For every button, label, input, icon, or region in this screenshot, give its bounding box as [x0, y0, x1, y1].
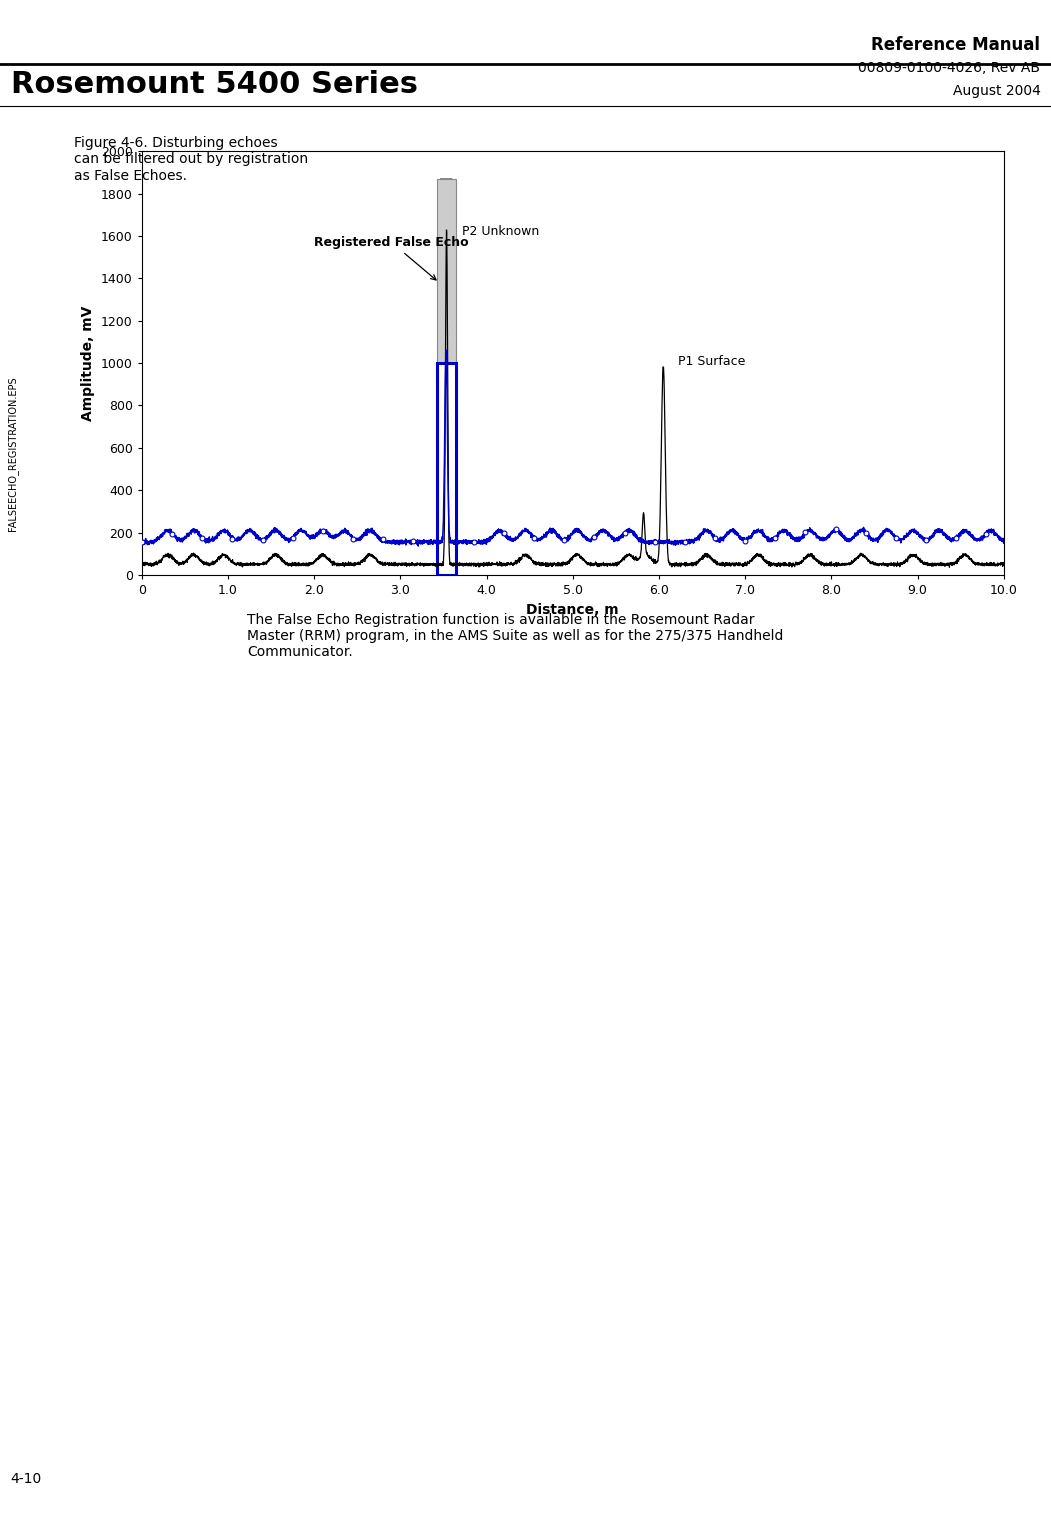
Text: 4-10: 4-10	[11, 1472, 42, 1486]
Text: Reference Manual: Reference Manual	[871, 36, 1040, 54]
Text: P1 Surface: P1 Surface	[678, 354, 745, 368]
Y-axis label: Amplitude, mV: Amplitude, mV	[81, 306, 96, 421]
Bar	[436, 363, 455, 575]
Text: August 2004: August 2004	[952, 83, 1040, 98]
X-axis label: Distance, m: Distance, m	[527, 602, 619, 616]
Text: Figure 4-6. Disturbing echoes
can be filtered out by registration
as False Echoe: Figure 4-6. Disturbing echoes can be fil…	[74, 136, 308, 183]
Text: Rosemount 5400 Series: Rosemount 5400 Series	[11, 70, 417, 100]
Text: The False Echo Registration function is available in the Rosemount Radar
Master : The False Echo Registration function is …	[247, 613, 783, 660]
Bar	[436, 179, 455, 363]
Text: 00809-0100-4026, Rev AB: 00809-0100-4026, Rev AB	[859, 61, 1040, 76]
Text: Registered False Echo: Registered False Echo	[314, 236, 469, 280]
Text: P2 Unknown: P2 Unknown	[462, 225, 540, 238]
Text: FALSEECHO_REGISTRATION.EPS: FALSEECHO_REGISTRATION.EPS	[7, 377, 18, 531]
